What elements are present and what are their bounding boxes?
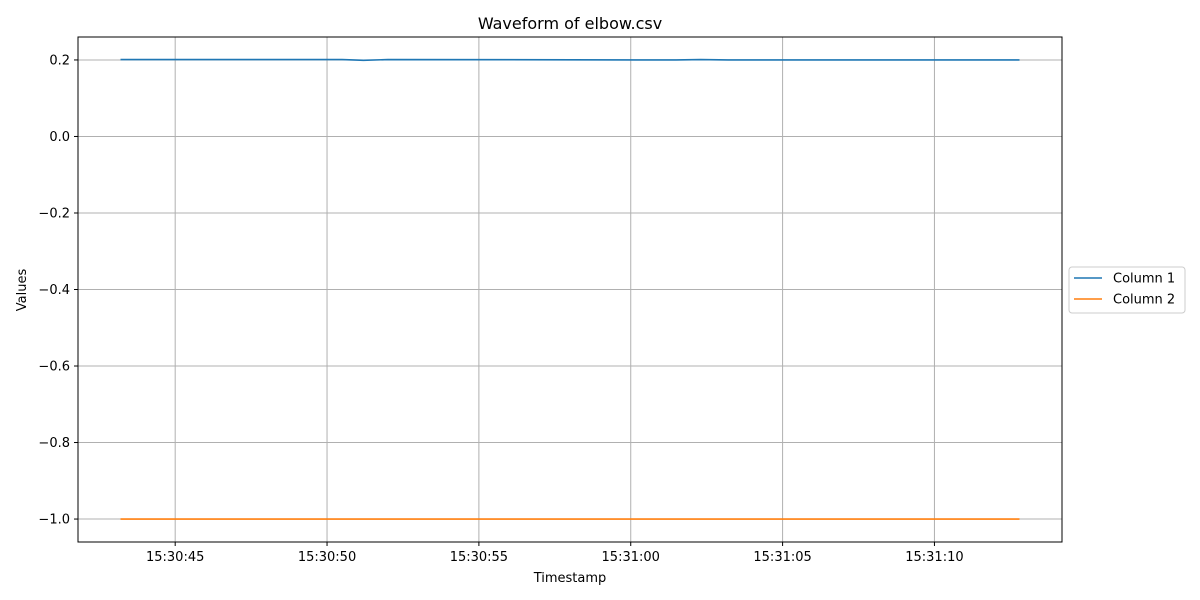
chart-title: Waveform of elbow.csv <box>478 14 662 33</box>
y-tick-label: 0.0 <box>49 130 70 145</box>
legend-label-2: Column 2 <box>1113 293 1175 308</box>
y-tick-label: 0.2 <box>49 53 70 68</box>
y-axis-label: Values <box>15 269 30 312</box>
x-tick-label: 15:31:05 <box>753 550 811 565</box>
legend: Column 1 Column 2 <box>1068 266 1186 314</box>
series-line-1 <box>120 58 1020 62</box>
y-tick-label: −1.0 <box>38 513 70 528</box>
y-tick-label: −0.6 <box>38 360 70 375</box>
x-tick-label: 15:30:50 <box>298 550 356 565</box>
x-tick-label: 15:30:45 <box>146 550 204 565</box>
series-lines <box>120 58 1020 520</box>
y-axis: 0.2 0.0 −0.2 −0.4 −0.6 −0.8 −1.0 <box>38 53 78 528</box>
x-axis: 15:30:45 15:30:50 15:30:55 15:31:00 15:31:05… <box>146 542 964 565</box>
y-tick-label: −0.4 <box>38 283 70 298</box>
x-tick-label: 15:30:55 <box>450 550 508 565</box>
x-tick-label: 15:31:10 <box>905 550 963 565</box>
x-tick-label: 15:31:00 <box>602 550 660 565</box>
y-tick-label: −0.8 <box>38 436 70 451</box>
legend-label-1: Column 1 <box>1113 272 1175 287</box>
x-axis-label: Timestamp <box>533 571 607 586</box>
grid <box>78 37 1062 542</box>
y-tick-label: −0.2 <box>38 206 70 221</box>
